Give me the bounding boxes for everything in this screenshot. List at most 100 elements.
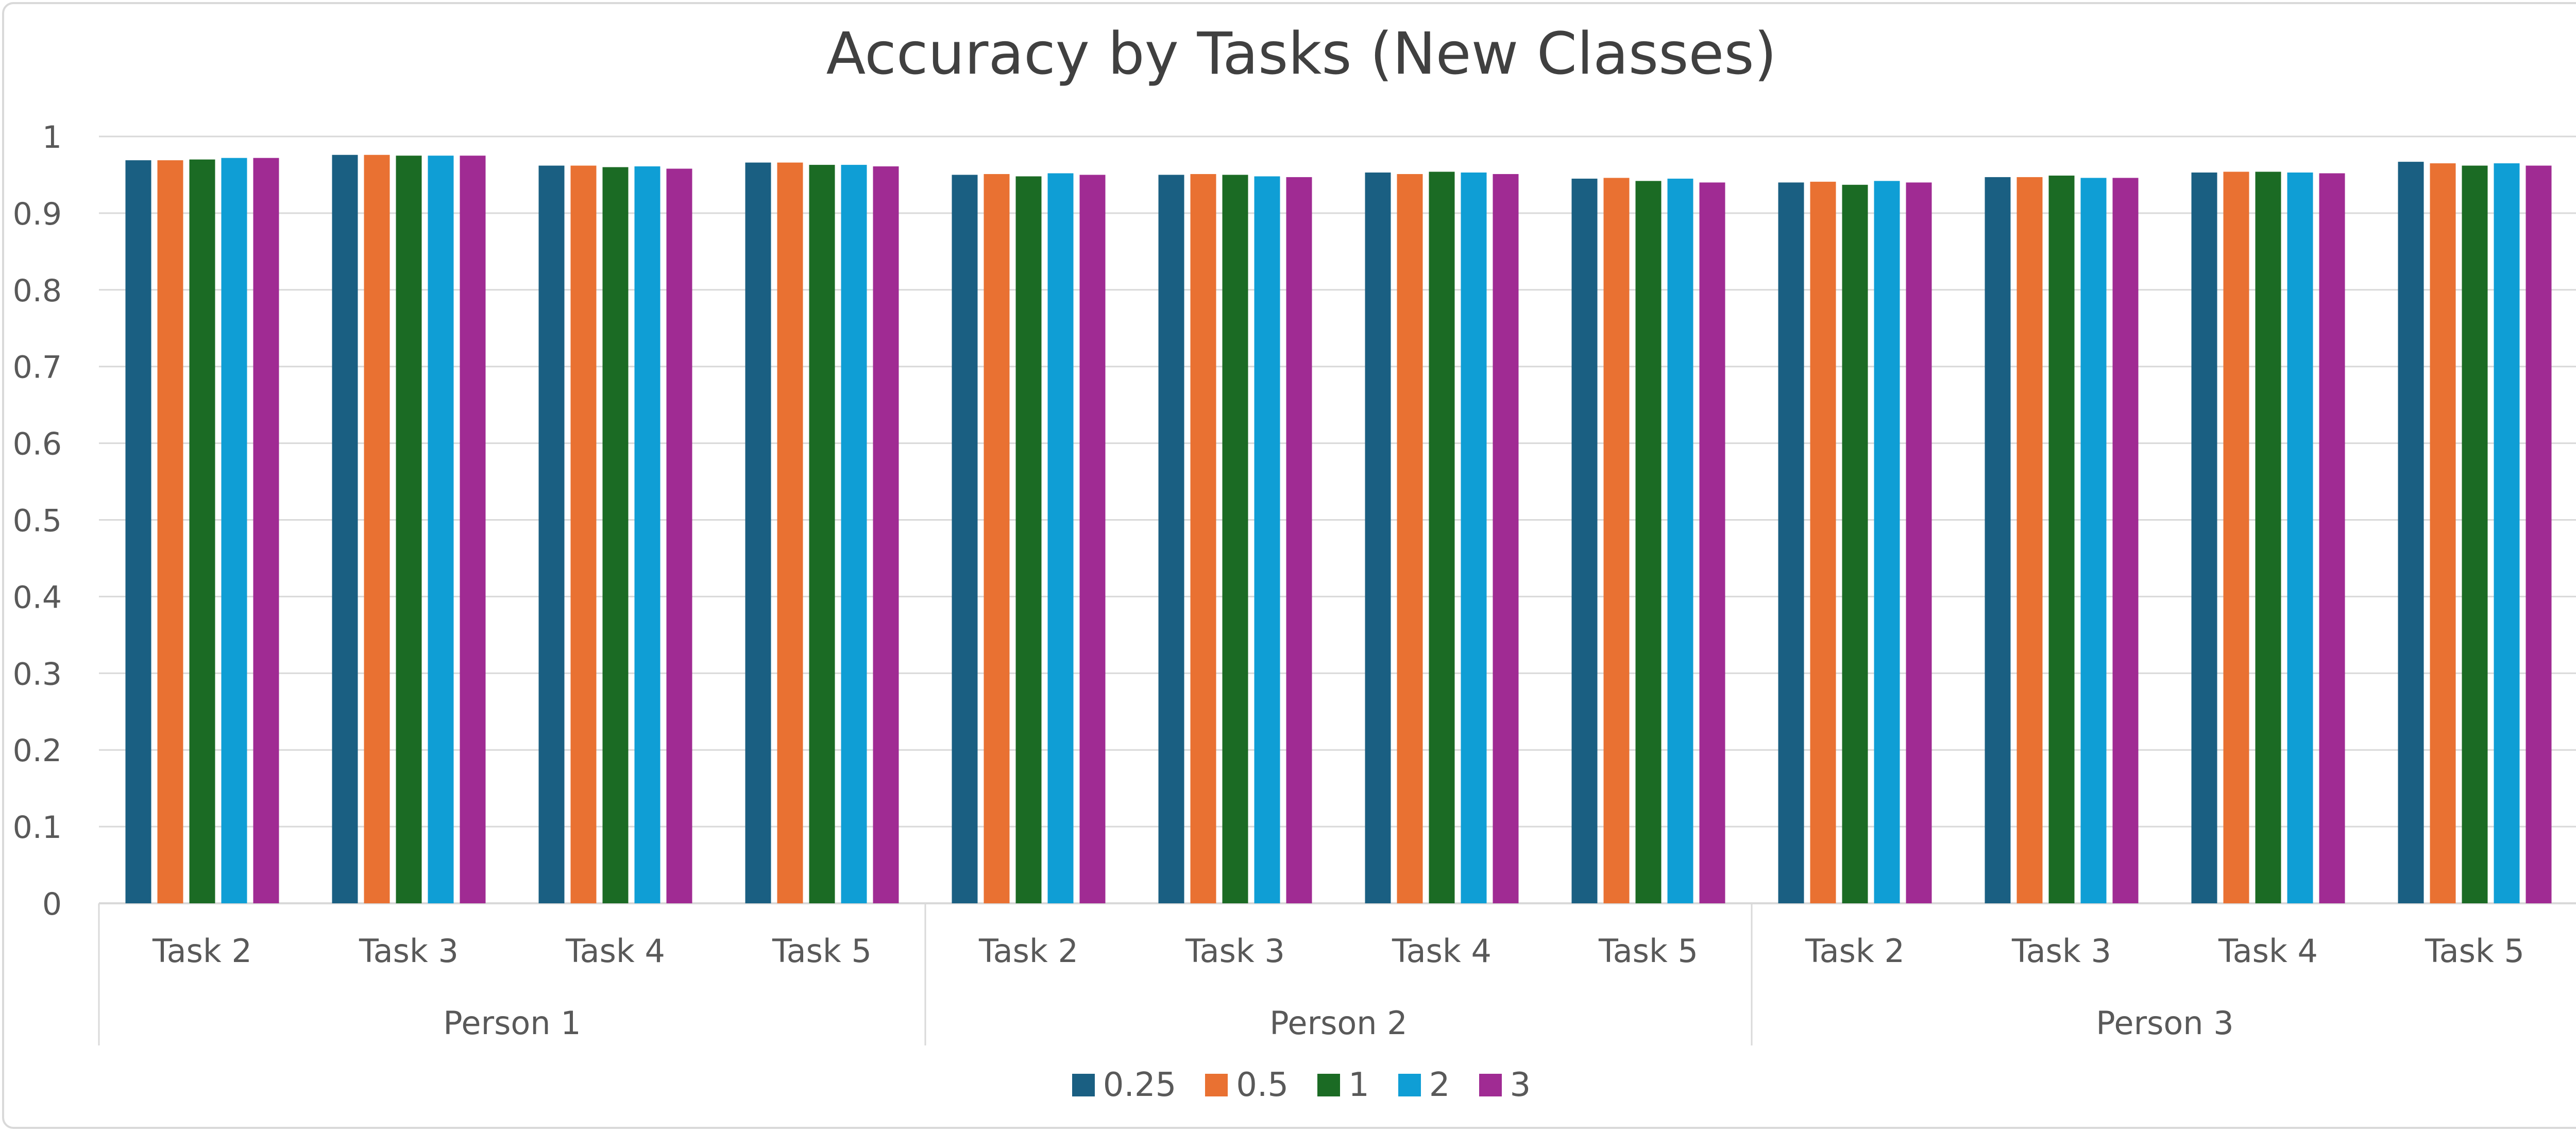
bar: [666, 168, 692, 904]
x-tick-label: Task 3: [359, 932, 459, 970]
bar: [538, 165, 565, 903]
bar: [2526, 165, 2552, 903]
y-tick-label: 0.7: [13, 350, 62, 386]
bar: [602, 167, 629, 903]
y-tick-label: 1: [42, 119, 62, 156]
bar: [952, 175, 978, 904]
bar: [1429, 171, 1455, 903]
legend-swatch: [1205, 1074, 1228, 1096]
x-tick-label: Task 4: [1392, 932, 1492, 970]
bar: [1015, 176, 1042, 904]
bar: [157, 160, 183, 904]
legend-item: 2: [1398, 1066, 1450, 1104]
bar: [1047, 173, 1074, 904]
bar: [1842, 184, 1868, 903]
bar: [841, 165, 867, 903]
y-tick-label: 0.5: [13, 503, 62, 539]
x-tick-label: Task 2: [1805, 932, 1905, 970]
bar: [2398, 162, 2424, 904]
bar: [1222, 175, 1248, 904]
bar: [253, 158, 279, 903]
bar: [189, 159, 215, 903]
bar: [2080, 178, 2107, 903]
y-tick-label: 0.1: [13, 810, 62, 846]
bar: [1667, 178, 1693, 903]
legend-item: 3: [1479, 1066, 1531, 1104]
legend-swatch: [1479, 1074, 1502, 1096]
bar: [1603, 178, 1630, 903]
bar: [221, 158, 247, 903]
legend-swatch: [1072, 1074, 1095, 1096]
bar: [1397, 174, 1423, 904]
bar: [777, 162, 803, 904]
bar: [428, 156, 454, 904]
bar: [2462, 165, 2488, 903]
x-tick-label: Task 4: [565, 932, 665, 970]
bar: [2430, 163, 2456, 903]
legend-label: 1: [1348, 1066, 1369, 1104]
legend-label: 0.5: [1236, 1066, 1289, 1104]
legend-item: 0.25: [1072, 1066, 1177, 1104]
legend-item: 0.5: [1205, 1066, 1289, 1104]
bar: [1906, 182, 1932, 904]
bar: [332, 154, 358, 904]
bar: [809, 165, 835, 903]
x-tick-label: Task 5: [2425, 932, 2524, 970]
bar: [2287, 172, 2313, 903]
bar: [1254, 176, 1280, 904]
bar: [1778, 182, 1804, 904]
legend-label: 0.25: [1103, 1066, 1177, 1104]
bar: [1635, 181, 1662, 903]
bar: [2319, 173, 2345, 904]
bar: [1985, 177, 2011, 903]
bar: [2494, 163, 2520, 903]
x-tick-label: Task 3: [2011, 932, 2111, 970]
bar: [2048, 175, 2075, 904]
bar: [2255, 171, 2281, 903]
x-tick-label: Task 3: [1185, 932, 1285, 970]
bar: [364, 154, 390, 904]
bar: [570, 165, 597, 903]
bar: [125, 160, 151, 904]
legend-swatch: [1398, 1074, 1421, 1096]
group-label: Person 2: [1269, 1004, 1408, 1042]
bar: [1365, 172, 1391, 903]
x-tick-label: Task 5: [772, 932, 872, 970]
x-tick-label: Task 2: [152, 932, 252, 970]
bar: [745, 162, 771, 904]
bar: [2112, 178, 2139, 903]
bar: [1874, 181, 1900, 903]
x-tick-label: Task 2: [978, 932, 1078, 970]
legend-item: 1: [1317, 1066, 1369, 1104]
x-tick-label: Task 4: [2218, 932, 2318, 970]
chart-title: Accuracy by Tasks (New Classes): [826, 21, 1777, 88]
y-tick-label: 0.4: [13, 579, 62, 615]
chart-legend: 0.25 0.5 1 2 3: [0, 1066, 2576, 1104]
bar: [1286, 177, 1312, 903]
bar: [1810, 181, 1836, 903]
bar: [1571, 178, 1598, 903]
bar: [873, 166, 899, 903]
bar: [984, 174, 1010, 904]
group-label: Person 3: [2096, 1004, 2234, 1042]
x-tick-label: Task 5: [1598, 932, 1698, 970]
bar: [1190, 174, 1216, 904]
group-label: Person 1: [443, 1004, 581, 1042]
y-tick-label: 0.6: [13, 426, 62, 462]
bar: [2016, 177, 2043, 903]
bar: [1079, 175, 1106, 904]
bar: [2191, 172, 2217, 903]
y-tick-label: 0: [42, 886, 62, 922]
bar: [2223, 171, 2249, 903]
y-tick-label: 0.2: [13, 733, 62, 769]
bar: [1461, 172, 1487, 903]
legend-label: 2: [1429, 1066, 1450, 1104]
bar: [1158, 175, 1184, 904]
y-tick-label: 0.8: [13, 273, 62, 309]
legend-swatch: [1317, 1074, 1341, 1096]
y-tick-label: 0.3: [13, 656, 62, 692]
bar: [1699, 182, 1725, 904]
bar: [634, 166, 660, 903]
bar: [1493, 174, 1519, 904]
